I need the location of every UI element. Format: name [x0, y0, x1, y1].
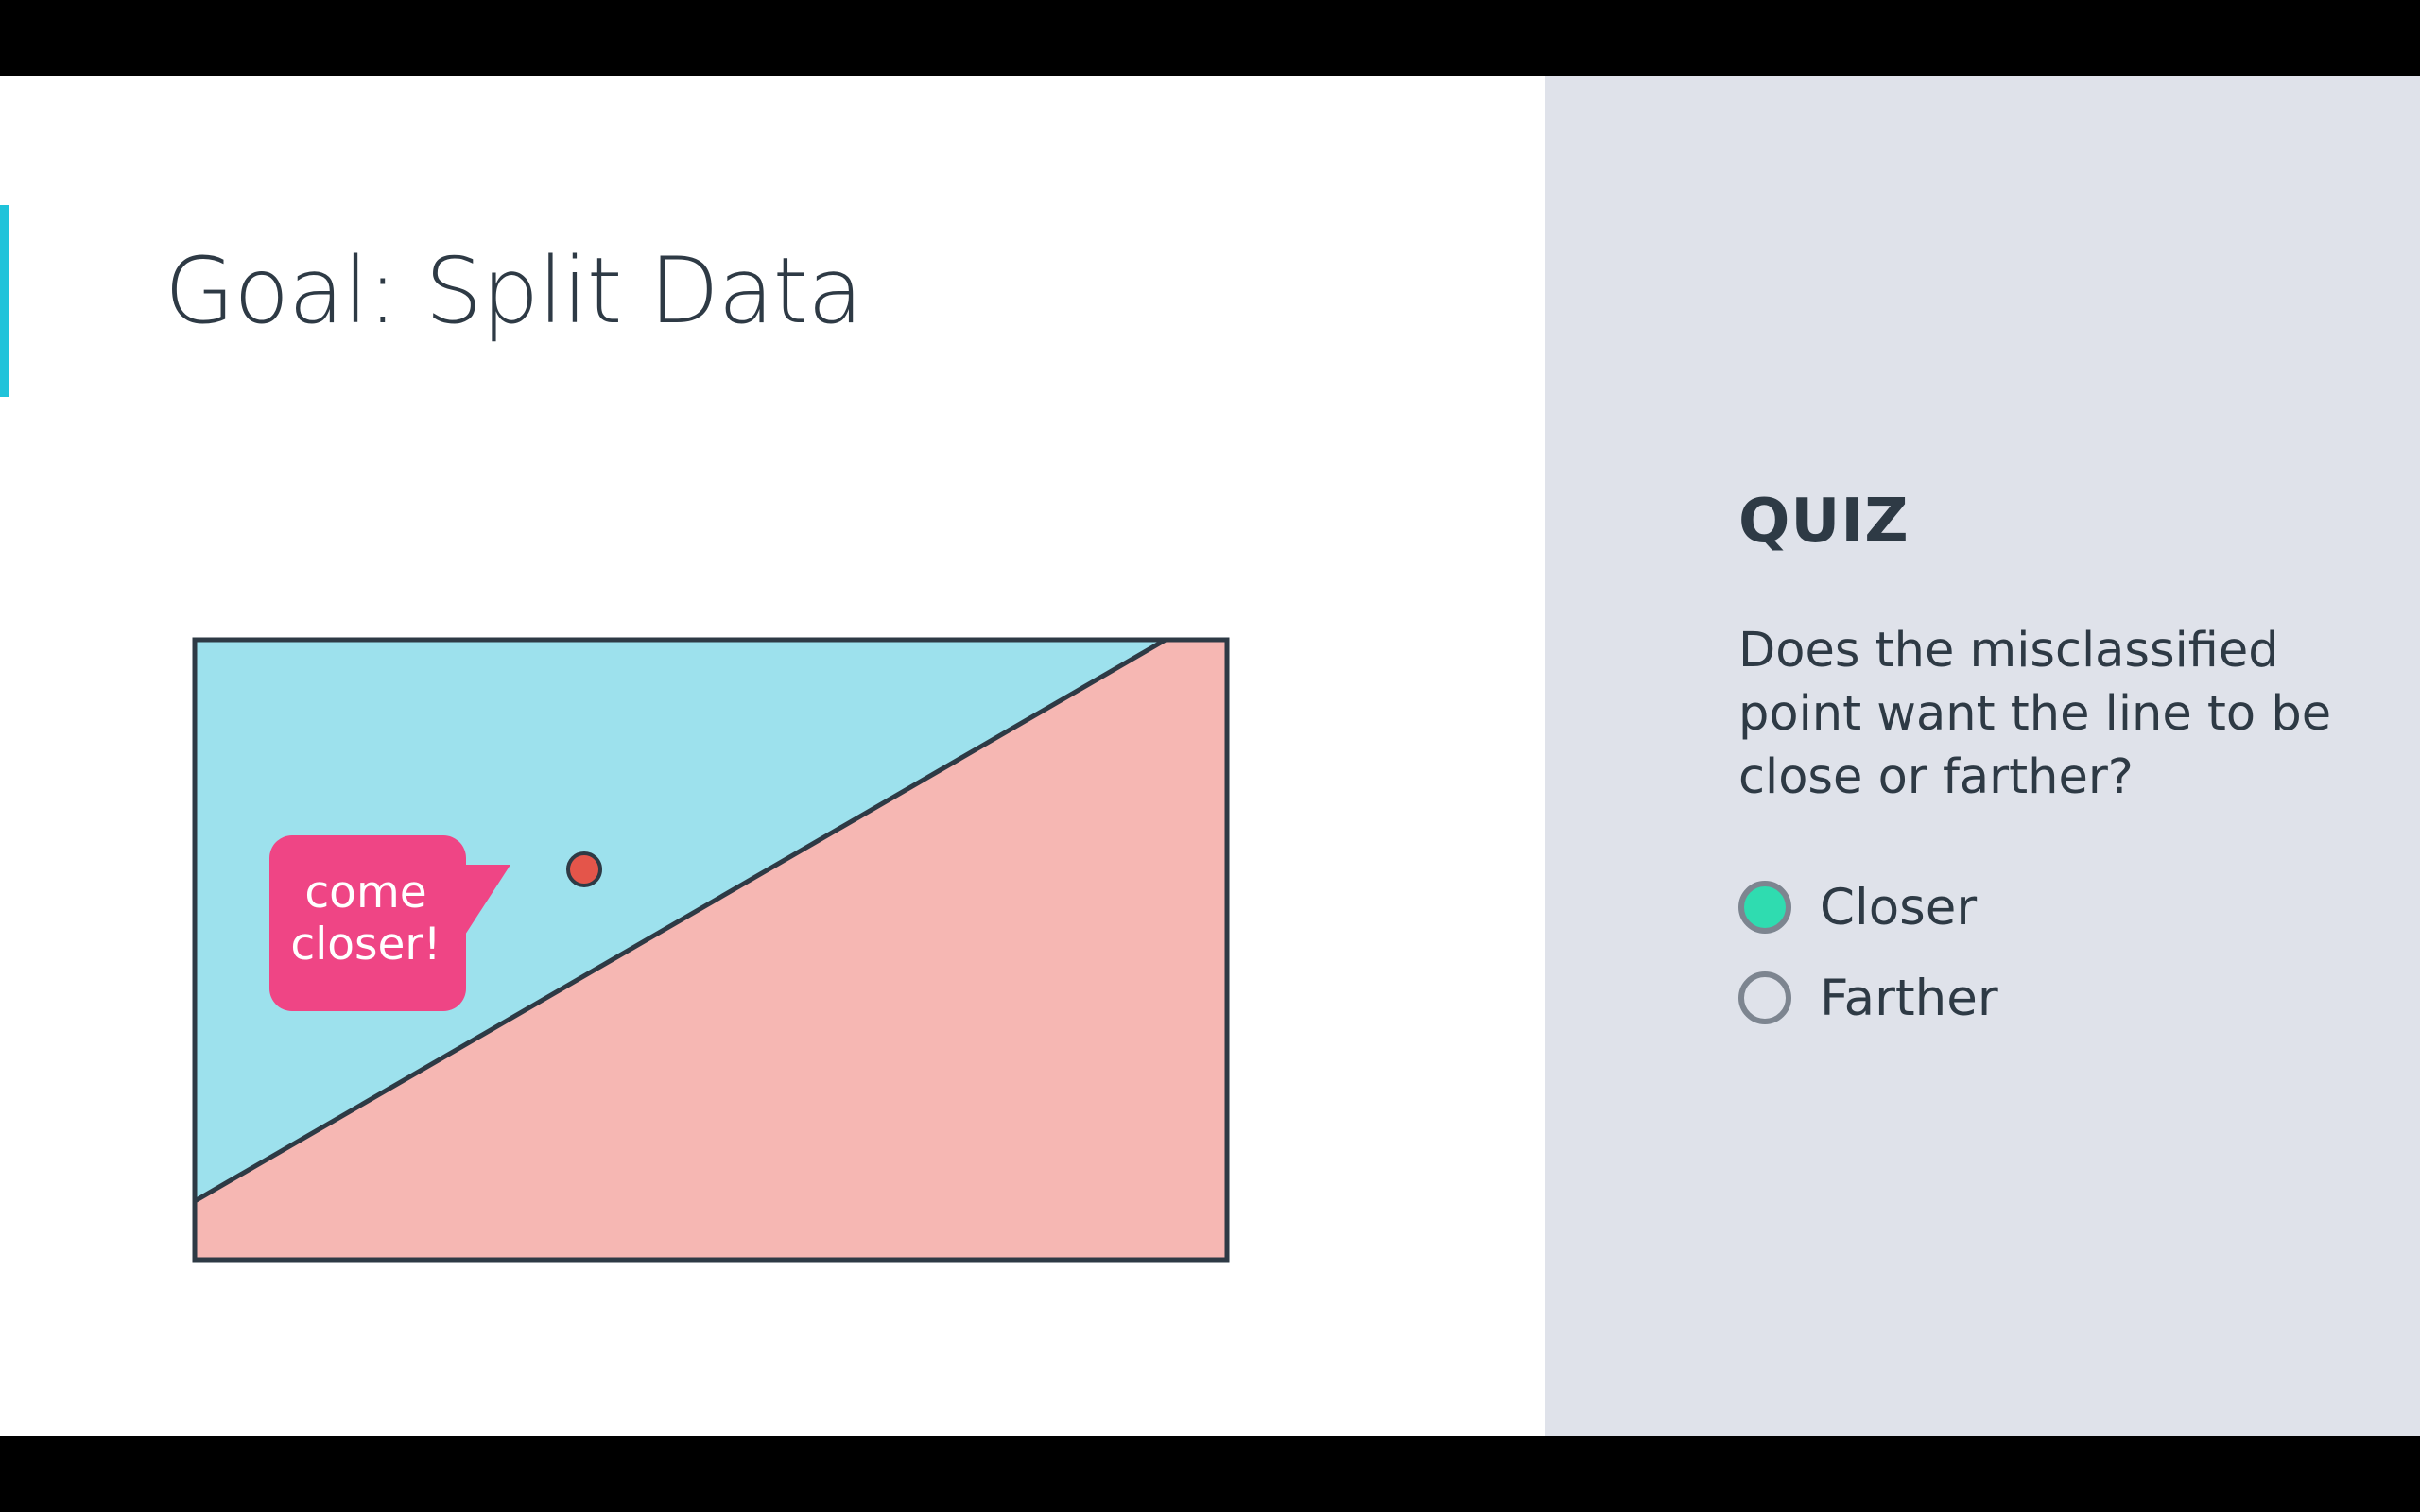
option-farther[interactable]: Farther [1738, 966, 1998, 1030]
bubble-line-2: closer! [290, 919, 441, 971]
bubble-line-1: come [304, 867, 426, 919]
quiz-panel: QUIZ Does the misclassified point want t… [1545, 76, 2420, 1436]
quiz-heading: QUIZ [1738, 487, 1910, 557]
radio-farther[interactable] [1738, 971, 1791, 1024]
misclassified-point [566, 851, 602, 887]
accent-bar [0, 205, 9, 397]
option-label-closer: Closer [1820, 878, 1978, 936]
classification-diagram: come closer! [192, 637, 1230, 1263]
option-closer[interactable]: Closer [1738, 875, 1977, 939]
letterbox-bottom [0, 1436, 2420, 1512]
content-panel: Goal: Split Data come closer! [0, 76, 1545, 1436]
boundary-line [193, 637, 1167, 1204]
quiz-question: Does the misclassified point want the li… [1738, 623, 2332, 805]
speech-bubble: come closer! [269, 835, 510, 1011]
slide: Goal: Split Data come closer! QUIZ Does … [0, 76, 2420, 1436]
lower-region [195, 640, 1227, 1260]
letterbox-top [0, 0, 2420, 76]
option-label-farther: Farther [1820, 969, 1998, 1027]
radio-closer-selected[interactable] [1738, 881, 1791, 934]
diagram-frame [192, 637, 1230, 1263]
upper-region [195, 640, 1227, 1201]
slide-title: Goal: Split Data [164, 238, 863, 344]
